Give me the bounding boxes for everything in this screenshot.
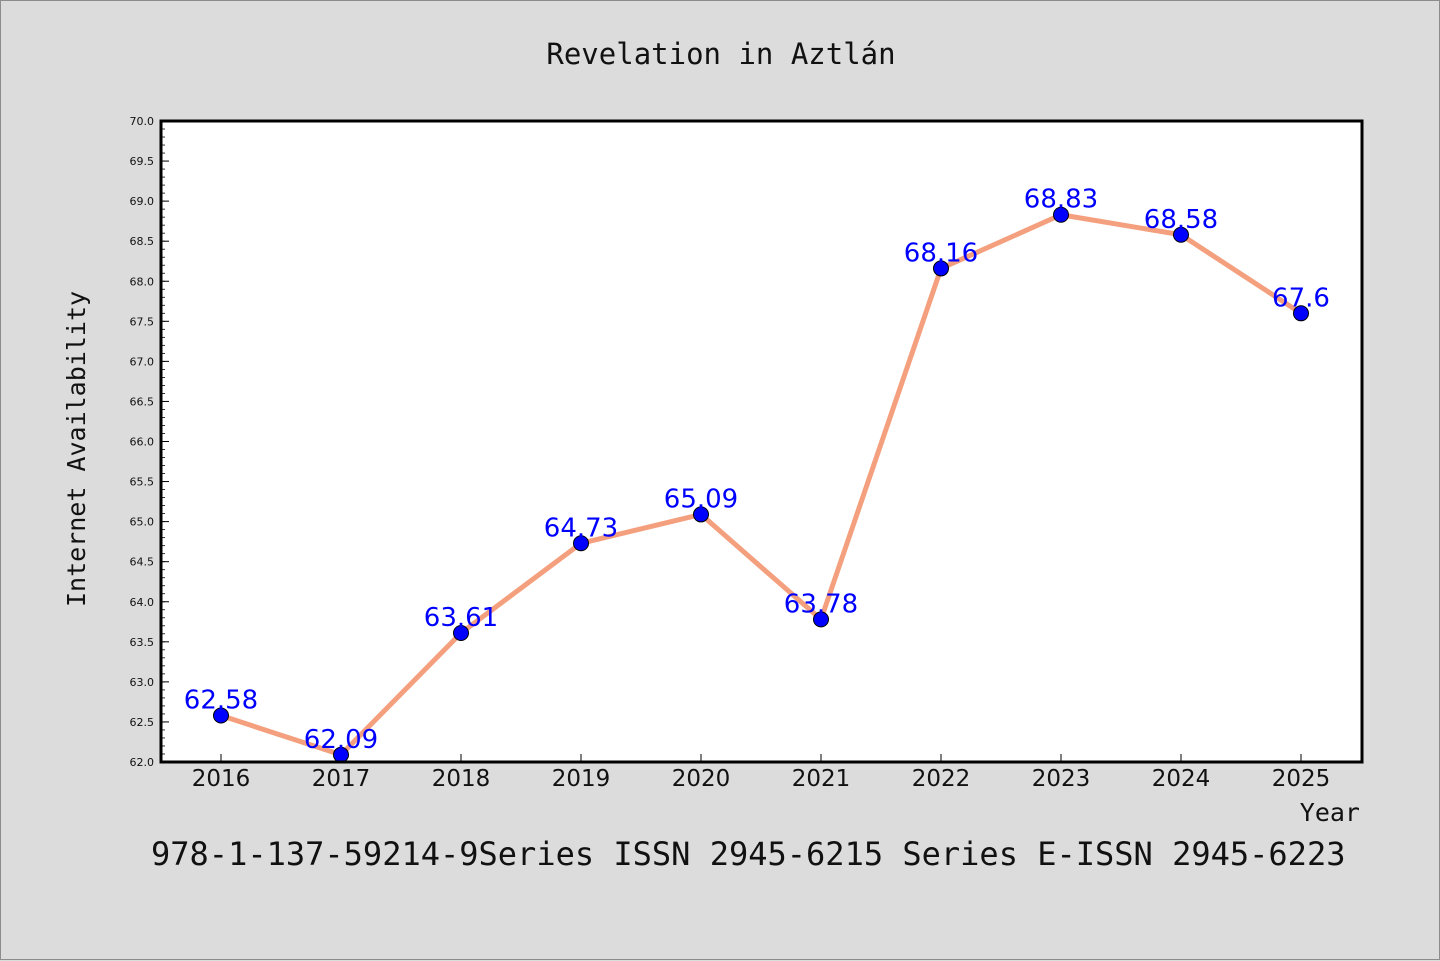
data-point bbox=[573, 535, 589, 552]
data-point bbox=[453, 624, 469, 641]
x-tick-label: 2022 bbox=[912, 766, 971, 792]
data-label: 68.83 bbox=[1024, 185, 1098, 215]
data-point bbox=[693, 506, 709, 523]
data-point bbox=[213, 707, 229, 724]
y-tick-label: 68.5 bbox=[130, 235, 155, 248]
x-tick-label: 2024 bbox=[1152, 766, 1211, 792]
y-tick-label: 65.0 bbox=[130, 516, 155, 529]
data-label: 68.58 bbox=[1144, 205, 1218, 235]
data-label: 62.09 bbox=[304, 725, 378, 755]
x-tick-label: 2017 bbox=[312, 766, 371, 792]
y-axis-label: Internet Availability bbox=[62, 291, 91, 607]
data-point bbox=[1293, 305, 1309, 322]
x-tick-label: 2018 bbox=[432, 766, 491, 792]
data-label: 64.73 bbox=[544, 513, 618, 543]
x-tick-label: 2023 bbox=[1032, 766, 1091, 792]
y-tick-label: 70.0 bbox=[130, 115, 155, 128]
y-tick-label: 66.5 bbox=[130, 395, 155, 408]
data-label: 63.61 bbox=[424, 603, 498, 633]
data-point bbox=[813, 611, 829, 628]
chart-title: Revelation in Aztlán bbox=[546, 37, 895, 71]
x-tick-label: 2019 bbox=[552, 766, 611, 792]
x-tick-label: 2021 bbox=[792, 766, 851, 792]
y-tick-label: 66.0 bbox=[130, 436, 155, 449]
x-tick-label: 2016 bbox=[192, 766, 251, 792]
y-tick-label: 67.5 bbox=[130, 315, 155, 328]
data-point bbox=[933, 260, 949, 277]
y-tick-label: 62.5 bbox=[130, 716, 155, 729]
data-point bbox=[1053, 206, 1069, 223]
y-tick-label: 65.5 bbox=[130, 476, 155, 489]
y-tick-label: 64.0 bbox=[130, 596, 155, 609]
plot-area bbox=[161, 121, 1362, 762]
y-tick-label: 69.0 bbox=[130, 195, 155, 208]
y-tick-label: 64.5 bbox=[130, 556, 155, 569]
series-line bbox=[218, 212, 1304, 758]
x-tick-label: 2025 bbox=[1272, 766, 1331, 792]
y-tick-label: 63.0 bbox=[130, 676, 155, 689]
y-tick-label: 68.0 bbox=[130, 275, 155, 288]
x-tick-label: 2020 bbox=[672, 766, 731, 792]
data-label: 62.58 bbox=[184, 686, 258, 716]
data-point bbox=[1173, 226, 1189, 243]
plot-frame bbox=[159, 119, 1364, 764]
x-axis: 2016 2017 2018 2019 2020 2021 2022 2023 2024 2025 bbox=[192, 754, 1331, 792]
y-tick-label: 62.0 bbox=[130, 756, 155, 769]
data-label: 68.16 bbox=[904, 238, 978, 268]
y-tick-label: 67.0 bbox=[130, 355, 155, 368]
y-axis: 62.0 62.5 63.0 63.5 64.0 64.5 65.0 65.5 66.0 66.5… bbox=[130, 115, 169, 769]
y-tick-label: 69.5 bbox=[130, 155, 155, 168]
x-axis-label: Year bbox=[1300, 798, 1360, 827]
data-label: 63.78 bbox=[784, 589, 858, 619]
data-series: 62.58 62.09 63.61 64.73 65.09 63.78 68.16 68.83… bbox=[184, 185, 1330, 763]
data-label: 67.6 bbox=[1272, 283, 1330, 313]
data-label: 65.09 bbox=[664, 484, 738, 514]
isbn-caption: 978-1-137-59214-9Series ISSN 2945-6215 S… bbox=[151, 835, 1345, 873]
y-tick-label: 63.5 bbox=[130, 636, 155, 649]
